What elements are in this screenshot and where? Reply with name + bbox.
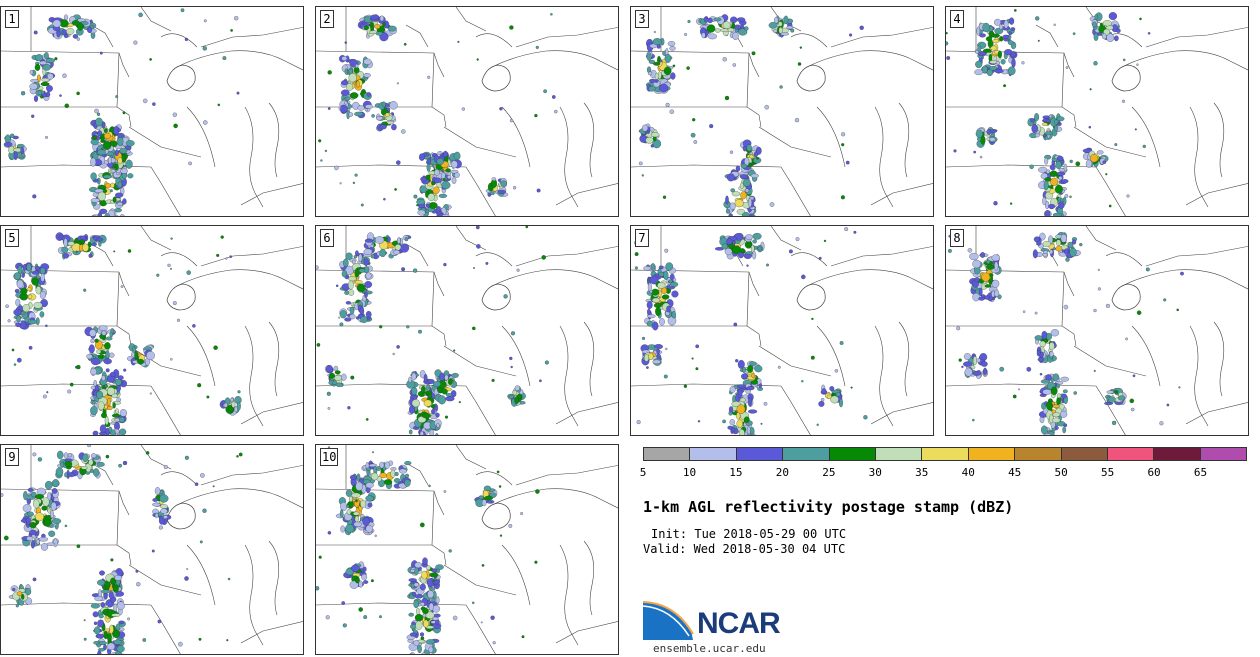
member-number-label: 7 — [635, 229, 649, 247]
member-number-label: 1 — [5, 10, 19, 28]
member-number-label: 9 — [5, 448, 19, 466]
colorbar-tick-label: 5 — [639, 466, 647, 479]
ensemble-member-map: 10 — [315, 444, 619, 655]
member-number-label: 6 — [320, 229, 334, 247]
colorbar-segment — [1061, 448, 1108, 460]
colorbar-tick-label: 40 — [961, 466, 975, 479]
colorbar-segment — [1200, 448, 1247, 460]
colorbar-segment — [875, 448, 923, 460]
member-number-label: 8 — [950, 229, 964, 247]
ensemble-member-map: 3 — [630, 6, 934, 217]
ensemble-member-map: 4 — [945, 6, 1249, 217]
colorbar-tick-label: 60 — [1147, 466, 1161, 479]
member-number-label: 4 — [950, 10, 964, 28]
ensemble-member-map: 2 — [315, 6, 619, 217]
colorbar-tick-label: 35 — [915, 466, 929, 479]
ncar-logo-icon — [643, 601, 694, 640]
colorbar-segment — [922, 448, 969, 460]
init-time: Init: Tue 2018-05-29 00 UTC — [651, 527, 847, 541]
colorbar-segment — [1015, 448, 1062, 460]
colorbar-segment — [644, 448, 691, 460]
reflectivity-colorbar — [643, 447, 1247, 461]
member-number-label: 2 — [320, 10, 334, 28]
ensemble-member-map: 1 — [0, 6, 304, 217]
ensemble-member-map: 9 — [0, 444, 304, 655]
colorbar-tick-labels: 5 10 15 20 25 30 35 40 45 50 55 60 65 — [639, 466, 1247, 480]
plot-title: 1-km AGL reflectivity postage stamp (dBZ… — [643, 498, 1014, 516]
member-number-label: 3 — [635, 10, 649, 28]
colorbar-tick-label: 50 — [1054, 466, 1068, 479]
ensemble-member-map: 6 — [315, 225, 619, 436]
colorbar-tick-label: 55 — [1100, 466, 1115, 479]
member-number-label: 10 — [320, 448, 339, 466]
valid-time: Valid: Wed 2018-05-30 04 UTC — [643, 542, 846, 556]
colorbar-tick-label: 45 — [1008, 466, 1022, 479]
colorbar-tick-label: 15 — [729, 466, 743, 479]
colorbar-segment — [736, 448, 784, 460]
colorbar-segment — [829, 448, 876, 460]
colorbar-tick-label: 10 — [682, 466, 697, 479]
colorbar-segment — [783, 448, 830, 460]
colorbar-segment — [968, 448, 1016, 460]
colorbar-tick-label: 25 — [822, 466, 836, 479]
ncar-url: ensemble.ucar.edu — [653, 642, 766, 655]
ensemble-member-map: 8 — [945, 225, 1249, 436]
colorbar-segment — [1107, 448, 1155, 460]
colorbar-tick-label: 30 — [868, 466, 882, 479]
colorbar-tick-label: 65 — [1193, 466, 1208, 479]
ensemble-member-map: 5 — [0, 225, 304, 436]
ncar-logo-text: NCAR — [697, 607, 781, 640]
colorbar-segment — [1154, 448, 1201, 460]
ensemble-member-map: 7 — [630, 225, 934, 436]
member-number-label: 5 — [5, 229, 19, 247]
colorbar-segment — [690, 448, 737, 460]
colorbar-tick-label: 20 — [775, 466, 789, 479]
